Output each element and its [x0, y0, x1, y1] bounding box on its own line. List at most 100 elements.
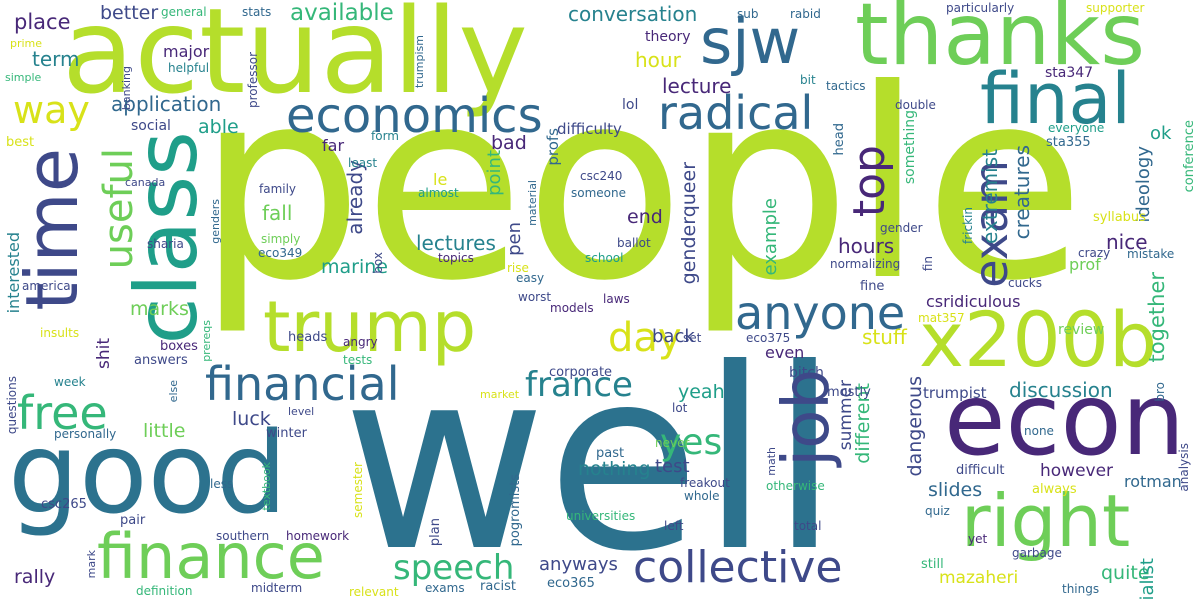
word-place: place [14, 10, 71, 34]
word-trumpist: trumpist [923, 384, 987, 402]
word-sub: sub [737, 7, 759, 21]
word-personally: personally [54, 427, 117, 441]
word-sjw: sjw [700, 5, 801, 78]
word-anyone: anyone [735, 286, 906, 340]
word-right: right [961, 479, 1131, 563]
word-csc265: csc265 [41, 497, 87, 512]
word-plan: plan [428, 518, 443, 547]
word-sharia: sharia [147, 237, 184, 251]
word-syllabus: syllabus [1093, 210, 1146, 225]
word-application: application [111, 92, 222, 116]
word-marks: marks [130, 298, 189, 320]
word-models: models [550, 301, 594, 315]
word-frickin: frickin [961, 207, 975, 244]
word-garbage: garbage [1012, 546, 1062, 560]
word-tests: tests [343, 353, 373, 367]
word-southern: southern [216, 529, 270, 543]
word-csridiculous: csridiculous [926, 292, 1021, 311]
word-banking: banking [120, 66, 133, 111]
word-textbook: textbook [260, 462, 273, 511]
word-normalizing: normalizing [830, 257, 901, 271]
word-sta355: sta355 [1046, 135, 1091, 150]
word-professor: professor [246, 52, 260, 109]
word-top: top [844, 145, 895, 218]
word-semester: semester [351, 462, 365, 518]
word-winter: winter [266, 426, 307, 441]
word-rabid: rabid [790, 7, 821, 21]
word-yet: yet [968, 532, 988, 546]
word-trumpism: trumpism [413, 35, 426, 89]
word-hour: hour [635, 48, 681, 72]
word-always: always [1032, 482, 1077, 497]
word-econ: econ [944, 361, 1186, 478]
word-definition: definition [136, 584, 193, 598]
word-else: else [167, 380, 180, 403]
word-general: general [161, 5, 207, 19]
word-prof: prof [1069, 255, 1101, 274]
word-level: level [288, 405, 315, 418]
word-insults: insults [40, 326, 80, 340]
word-analysis: analysis [1177, 443, 1191, 492]
word-market: market [480, 388, 520, 401]
word-x200b: x200b [919, 295, 1158, 384]
word-school: school [585, 251, 624, 265]
word-quiz: quiz [925, 504, 950, 518]
word-economics: economics [286, 88, 543, 144]
word-mark: mark [85, 550, 98, 579]
word-form: form [371, 129, 399, 143]
word-people: people [197, 33, 1086, 338]
word-box: box [371, 252, 385, 274]
word-helpful: helpful [168, 61, 210, 75]
word-angry: angry [343, 335, 378, 349]
word-social: social [131, 118, 171, 134]
word-fine: fine [860, 279, 885, 294]
word-yeah: yeah [678, 381, 725, 403]
word-well: well [342, 315, 840, 600]
word-lecture: lecture [662, 74, 732, 98]
word-already: already [343, 160, 367, 235]
word-anyways: anyways [539, 554, 618, 575]
word-test: test [655, 456, 690, 477]
word-term: term [32, 47, 80, 71]
word-conversation: conversation [568, 2, 698, 26]
word-canada: canada [125, 176, 166, 189]
word-whole: whole [684, 489, 720, 503]
word-prime: prime [10, 37, 43, 50]
word-way: way [13, 88, 90, 132]
word-trump: trump [263, 286, 477, 368]
word-conference: conference [1182, 120, 1197, 193]
word-mat357: mat357 [918, 311, 965, 325]
word-nice: nice [1106, 230, 1148, 254]
word-useful: useful [96, 148, 142, 270]
word-difficulty: difficulty [557, 120, 622, 138]
word-america: america [22, 279, 71, 293]
word-lectures: lectures [416, 231, 496, 255]
word-stats: stats [242, 5, 272, 19]
word-bad: bad [491, 132, 527, 154]
word-slides: slides [928, 479, 983, 501]
word-easy: easy [516, 271, 545, 285]
word-laws: laws [603, 292, 630, 306]
word-someone: someone [571, 186, 626, 200]
word-relevant: relevant [349, 585, 399, 599]
word-able: able [198, 116, 239, 138]
word-financial: financial [205, 357, 400, 411]
word-le: le [433, 170, 448, 189]
word-genderqueer: genderqueer [678, 162, 700, 285]
word-cucks: cucks [1008, 276, 1043, 290]
word-midterm: midterm [251, 581, 303, 595]
word-better: better [100, 2, 159, 24]
word-stuff: stuff [862, 325, 907, 349]
word-gender: gender [880, 221, 923, 235]
word-shit: shit [94, 338, 114, 370]
word-rotman: rotman [1124, 472, 1182, 491]
word-genders: genders [209, 199, 222, 244]
word-homework: homework [286, 529, 350, 543]
word-exams: exams [425, 581, 465, 595]
word-left: left [664, 519, 684, 533]
word-supporter: supporter [1086, 1, 1145, 15]
word-far: far [322, 136, 345, 155]
word-specialist: specialist [1137, 558, 1158, 600]
word-less: less [210, 477, 234, 491]
word-difficult: difficult [956, 463, 1005, 478]
